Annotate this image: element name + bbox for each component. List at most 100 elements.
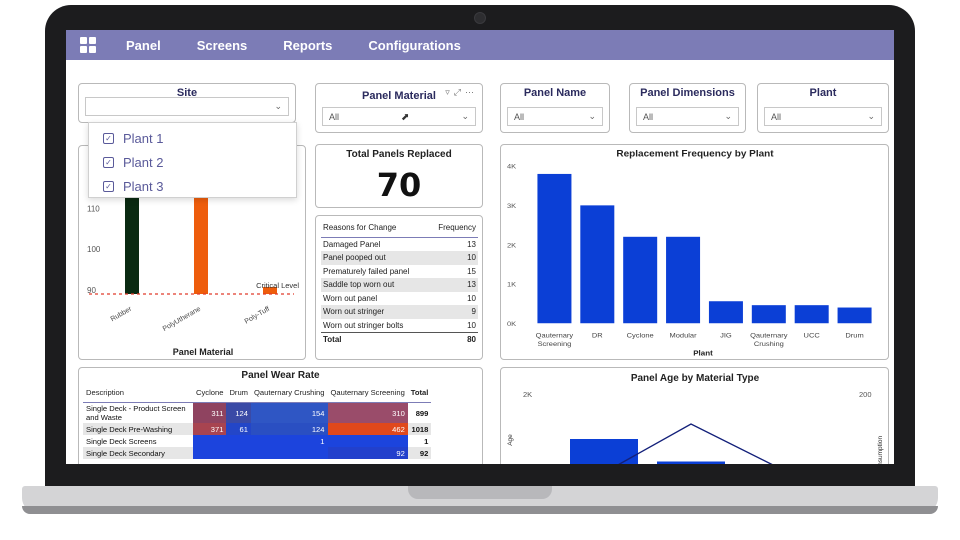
panel-name-slicer: Panel Name All ⌄ [500, 83, 610, 133]
wear-header-total[interactable]: Total [407, 386, 432, 403]
panel-material-chart: 90 100 110 Rubber PolyUtherane Poly-Tuff Criti… [87, 176, 299, 357]
panel-age-chart: Panel Age by Material Type1K2K100200AgeA… [507, 373, 884, 465]
site-option-plant-3[interactable]: ✓ Plant 3 [103, 175, 296, 197]
chevron-down-icon: ⌄ [461, 111, 469, 121]
y-tick-label: 90 [87, 286, 96, 295]
site-option-plant-2[interactable]: ✓ Plant 2 [103, 151, 296, 173]
x-tick-label: JIG [720, 333, 732, 340]
wear-total-cell: 1 [424, 436, 429, 446]
table-row[interactable]: Single Deck Pre-Washing 371 61 124 462 1018 [83, 423, 432, 435]
plant-bar[interactable] [580, 205, 615, 324]
frequency-cell: 13 [428, 278, 478, 292]
table-row[interactable]: Saddle top worn out 13 [321, 278, 478, 292]
y-tick-label: 4K [507, 164, 516, 171]
webcam-icon [474, 12, 486, 24]
table-row[interactable]: Single Deck - Product Screen and Waste 31… [83, 402, 431, 423]
reasons-table-card: Reasons for Change Frequency Damaged Pan… [315, 215, 483, 360]
wear-description-cell: Single Deck Secondary [83, 447, 193, 459]
frequency-cell: 10 [467, 320, 476, 330]
plant-slicer: Plant All ⌄ [757, 83, 889, 133]
frequency-header[interactable]: Frequency [428, 221, 478, 238]
x-tick-label: Crushing [754, 341, 784, 348]
filter-icon[interactable]: ▿⤢⋯ [445, 87, 478, 97]
wear-value-cell [193, 447, 227, 459]
wear-header-qauternary-screening[interactable]: Qauternary Screening [327, 386, 408, 403]
age-bar[interactable] [570, 439, 638, 464]
total-panels-kpi-card: Total Panels Replaced 70 [315, 144, 483, 208]
x-tick-label: PolyUtherane [162, 306, 202, 333]
material-bar[interactable] [125, 176, 139, 294]
wear-header-cyclone[interactable]: Cyclone [193, 386, 227, 403]
mouse-cursor-icon: ⬈ [401, 112, 410, 123]
panel-wear-rate-card: Panel Wear Rate Description Cyclone Drum… [78, 367, 483, 464]
replacement-frequency-chart: Replacement Frequency by Plant 0K 1K 2K 3K 4K… [507, 148, 872, 358]
nav-configurations[interactable]: Configurations [368, 37, 461, 53]
checkbox-icon[interactable]: ✓ [103, 180, 114, 192]
panel-name-select-value: All [514, 112, 525, 122]
x-tick-label: DR [592, 333, 603, 340]
table-row[interactable]: Single Deck Screens 1 1 [83, 435, 431, 447]
critical-level-label: Critical Level [256, 281, 299, 290]
table-row[interactable]: Worn out stringer bolts 10 [321, 319, 478, 333]
plant-bar[interactable] [537, 173, 572, 324]
table-row[interactable]: Damaged Panel 13 [321, 238, 478, 252]
plant-bar[interactable] [708, 301, 743, 324]
plant-bar[interactable] [837, 307, 872, 324]
plant-bar[interactable] [623, 236, 658, 324]
x-tick-label: Poly-Tuff [244, 306, 271, 326]
wear-header-description[interactable]: Description [83, 386, 193, 403]
total-label: Total [321, 331, 429, 346]
consumption-line[interactable] [604, 423, 781, 464]
nav-screens[interactable]: Screens [196, 37, 248, 53]
plant-select-value: All [771, 112, 782, 122]
plant-slicer-title: Plant [809, 87, 837, 99]
checkbox-icon[interactable]: ✓ [103, 132, 114, 144]
y2-tick-label: 200 [859, 390, 872, 399]
frequency-cell: 15 [467, 266, 476, 276]
app-grid-icon[interactable] [80, 37, 96, 53]
age-bar[interactable] [657, 461, 725, 465]
wear-value-cell [251, 447, 328, 459]
table-row[interactable]: Worn out stringer 9 [321, 305, 478, 319]
site-option-plant-1[interactable]: ✓ Plant 1 [103, 127, 296, 149]
wear-header-qauternary-crushing[interactable]: Qauternary Crushing [251, 386, 328, 403]
chevron-down-icon: ⌄ [867, 111, 875, 121]
reason-cell: Worn out stringer bolts [323, 320, 404, 330]
site-select[interactable]: ⌄ [85, 97, 289, 116]
y-tick-label: 3K [507, 203, 516, 210]
wear-value-cell: 154 [251, 402, 328, 423]
plant-bar[interactable] [751, 305, 786, 324]
panel-name-slicer-title: Panel Name [523, 87, 587, 99]
nav-panel[interactable]: Panel [126, 37, 161, 53]
plant-select[interactable]: All ⌄ [764, 107, 882, 126]
reasons-header[interactable]: Reasons for Change [321, 221, 429, 238]
plant-bar[interactable] [666, 236, 701, 324]
panel-dimensions-select[interactable]: All ⌄ [636, 107, 739, 126]
y-tick-label: 1K [507, 282, 516, 289]
panel-material-select[interactable]: All ⬈ ⌄ [322, 107, 476, 126]
reason-cell: Saddle top worn out [321, 278, 429, 292]
panel-name-select[interactable]: All ⌄ [507, 107, 603, 126]
material-bar[interactable] [263, 287, 277, 294]
y-tick-label: 2K [507, 243, 516, 250]
panel-dimensions-slicer: Panel Dimensions All ⌄ [629, 83, 746, 133]
panel-age-card: Panel Age by Material Type1K2K100200AgeA… [500, 367, 889, 464]
table-row[interactable]: Worn out panel 10 [321, 292, 478, 306]
material-bar[interactable] [194, 176, 208, 294]
reason-cell: Damaged Panel [323, 240, 381, 249]
checkbox-icon[interactable]: ✓ [103, 156, 114, 168]
wear-value-cell: 311 [193, 402, 227, 423]
table-row[interactable]: Panel pooped out 10 [321, 251, 478, 265]
y-tick-label: 100 [87, 245, 101, 254]
panel-material-slicer: Panel Material ▿⤢⋯ All ⬈ ⌄ [315, 83, 483, 133]
frequency-cell: 13 [467, 240, 476, 249]
nav-reports[interactable]: Reports [283, 37, 333, 53]
table-row[interactable]: Prematurely failed panel 15 [321, 265, 478, 279]
wear-total-cell: 899 [415, 408, 429, 418]
table-row[interactable]: Single Deck Secondary 92 92 [83, 447, 432, 459]
wear-value-cell: 1 [251, 435, 328, 447]
wear-header-drum[interactable]: Drum [226, 386, 251, 403]
wear-description-cell: Single Deck Pre-Washing [83, 423, 193, 435]
frequency-cell: 9 [428, 305, 478, 319]
plant-bar[interactable] [794, 305, 829, 324]
